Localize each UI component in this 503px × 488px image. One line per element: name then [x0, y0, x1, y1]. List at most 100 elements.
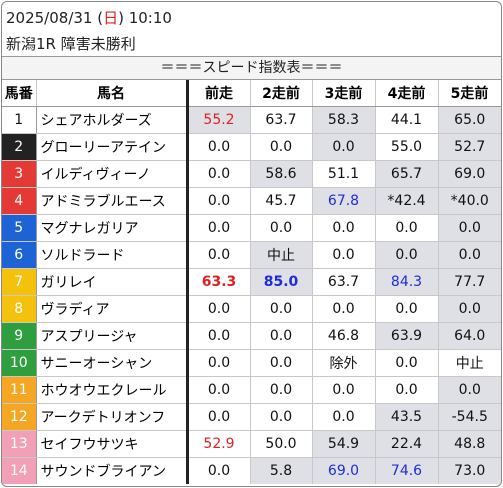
speed-index-cell: 0.0 [187, 160, 251, 188]
speed-index-cell: 0.0 [312, 241, 376, 269]
table-row: 13 セイフウサツキ 52.9 50.0 54.9 22.4 48.8 [2, 430, 501, 458]
table-row: 11 ホウオウエクレール 0.0 0.0 0.0 0.0 0.0 [2, 376, 501, 404]
speed-index-cell: 65.7 [375, 160, 439, 188]
speed-index-cell: 中止 [250, 241, 313, 269]
horse-name: マグナレガリア [36, 214, 189, 242]
speed-index-cell: 0.0 [250, 295, 313, 323]
speed-index-cell: 74.6 [375, 457, 439, 484]
horse-name: アドミラブルエース [36, 187, 189, 215]
speed-index-table: 馬番 馬名 前走 2走前 3走前 4走前 5走前 1 シェアホルダーズ 55.2 63… [2, 80, 501, 484]
speed-index-cell: 0.0 [375, 241, 439, 269]
table-row: 3 イルディヴィーノ 0.0 58.6 51.1 65.7 69.0 [2, 160, 501, 188]
speed-index-cell: 84.3 [375, 268, 439, 296]
speed-index-cell: 63.7 [312, 268, 376, 296]
speed-index-cell: 0.0 [187, 187, 251, 215]
speed-index-cell: 58.3 [312, 106, 376, 134]
table-row: 9 アスプリージャ 0.0 0.0 46.8 63.9 64.0 [2, 322, 501, 350]
column-header: 馬番 [2, 80, 37, 107]
horse-number: 4 [2, 187, 37, 215]
horse-number: 11 [2, 376, 37, 404]
table-row: 4 アドミラブルエース 0.0 45.7 67.8 *42.4 *40.0 [2, 187, 501, 215]
table-row: 12 アークデトリオンフ 0.0 0.0 0.0 43.5 -54.5 [2, 403, 501, 431]
speed-index-cell: 73.0 [438, 457, 501, 484]
speed-index-cell: 0.0 [250, 403, 313, 431]
horse-number: 6 [2, 241, 37, 269]
speed-index-cell: 0.0 [438, 376, 501, 404]
speed-index-cell: 0.0 [187, 457, 251, 484]
speed-index-cell: 58.6 [250, 160, 313, 188]
column-header: 4走前 [375, 80, 439, 107]
speed-index-cell: 69.0 [312, 457, 376, 484]
horse-number: 7 [2, 268, 37, 296]
column-header: 前走 [187, 80, 251, 107]
horse-name: グローリーアテイン [36, 133, 189, 161]
speed-index-cell: 85.0 [250, 268, 313, 296]
speed-index-cell: 50.0 [250, 430, 313, 458]
speed-index-cell: 0.0 [187, 241, 251, 269]
table-row: 7 ガリレイ 63.3 85.0 63.7 84.3 77.7 [2, 268, 501, 296]
speed-index-cell: *40.0 [438, 187, 501, 215]
speed-index-cell: 0.0 [187, 403, 251, 431]
speed-index-cell: 43.5 [375, 403, 439, 431]
horse-name: アスプリージャ [36, 322, 189, 350]
speed-index-cell: 69.0 [438, 160, 501, 188]
speed-index-cell: 0.0 [438, 214, 501, 242]
horse-number: 9 [2, 322, 37, 350]
speed-index-cell: 0.0 [187, 349, 251, 377]
speed-index-cell: -54.5 [438, 403, 501, 431]
horse-number: 14 [2, 457, 37, 484]
speed-index-cell: 22.4 [375, 430, 439, 458]
speed-index-cell: 67.8 [312, 187, 376, 215]
speed-index-cell: 0.0 [438, 241, 501, 269]
speed-index-cell: 55.0 [375, 133, 439, 161]
table-row: 5 マグナレガリア 0.0 0.0 0.0 0.0 0.0 [2, 214, 501, 242]
horse-number: 1 [2, 106, 37, 134]
speed-index-cell: 48.8 [438, 430, 501, 458]
speed-index-cell: 52.9 [187, 430, 251, 458]
speed-index-cell: 44.1 [375, 106, 439, 134]
horse-number: 5 [2, 214, 37, 242]
race-title: 新潟1R 障害未勝利 [6, 35, 136, 53]
speed-index-cell: 0.0 [187, 322, 251, 350]
table-row: 8 ヴラディア 0.0 0.0 0.0 0.0 0.0 [2, 295, 501, 323]
speed-index-cell: 63.7 [250, 106, 313, 134]
speed-index-cell: 0.0 [312, 376, 376, 404]
speed-index-cell: 除外 [312, 349, 376, 377]
horse-number: 10 [2, 349, 37, 377]
speed-index-cell: 54.9 [312, 430, 376, 458]
speed-index-cell: 0.0 [187, 133, 251, 161]
column-header: 馬名 [36, 80, 189, 107]
speed-index-cell: 0.0 [312, 295, 376, 323]
speed-index-cell: 0.0 [250, 349, 313, 377]
speed-index-cell: 0.0 [438, 295, 501, 323]
table-row: 6 ソルドラード 0.0 中止 0.0 0.0 0.0 [2, 241, 501, 269]
speed-index-cell: 51.1 [312, 160, 376, 188]
speed-index-cell: 77.7 [438, 268, 501, 296]
speed-index-cell: *42.4 [375, 187, 439, 215]
speed-index-cell: 0.0 [250, 376, 313, 404]
speed-index-cell: 64.0 [438, 322, 501, 350]
speed-index-cell: 0.0 [375, 349, 439, 377]
horse-name: セイフウサツキ [36, 430, 189, 458]
speed-index-banner: ＝＝＝スピード指数表＝＝＝ [2, 56, 501, 80]
speed-index-cell: 0.0 [312, 214, 376, 242]
speed-index-cell: 63.3 [187, 268, 251, 296]
speed-index-cell: 65.0 [438, 106, 501, 134]
horse-name: ヴラディア [36, 295, 189, 323]
weekday-label: 日 [103, 9, 119, 27]
horse-name: サウンドブライアン [36, 457, 189, 484]
speed-index-cell: 45.7 [250, 187, 313, 215]
table-row: 2 グローリーアテイン 0.0 0.0 0.0 55.0 52.7 [2, 133, 501, 161]
speed-index-cell: 0.0 [312, 403, 376, 431]
horse-name: アークデトリオンフ [36, 403, 189, 431]
column-header: 5走前 [438, 80, 501, 107]
table-row: 10 サニーオーシャン 0.0 0.0 除外 0.0 中止 [2, 349, 501, 377]
speed-index-cell: 0.0 [250, 133, 313, 161]
horse-number: 13 [2, 430, 37, 458]
column-header: 2走前 [250, 80, 313, 107]
speed-index-cell: 46.8 [312, 322, 376, 350]
speed-index-cell: 0.0 [312, 133, 376, 161]
horse-name: シェアホルダーズ [36, 106, 189, 134]
horse-number: 3 [2, 160, 37, 188]
